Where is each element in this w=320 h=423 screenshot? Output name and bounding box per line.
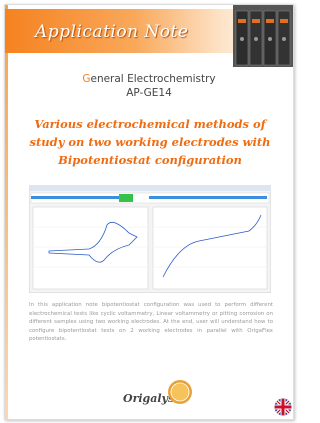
uk-flag [274,398,292,416]
subtitle: General Electrochemistry [5,73,293,85]
software-screenshot [29,185,271,293]
banner-title: Application Note [35,22,188,42]
body-text: In this application note bipotentiostat … [29,301,273,344]
page: Application Note General Electrochemistr… [0,0,298,423]
device-photo [233,5,293,67]
code: AP-GE14 [5,87,293,99]
edge [5,5,8,419]
title: Various electrochemical methods of study… [27,115,273,169]
anniversary-badge [167,379,193,405]
cover: Application Note General Electrochemistr… [4,4,294,420]
